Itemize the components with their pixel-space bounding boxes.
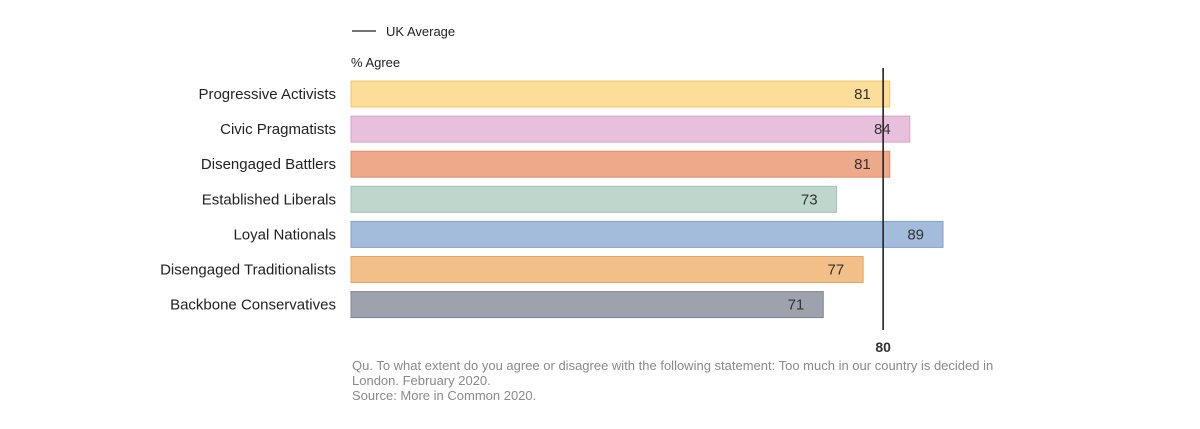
bar-row-disengaged-battlers: Disengaged Battlers 81	[201, 150, 891, 178]
bar-row-progressive-activists: Progressive Activists 81	[198, 80, 891, 108]
bar	[350, 150, 891, 178]
uk-average-value-label: 80	[875, 339, 891, 355]
unit-label: % Agree	[351, 55, 400, 70]
bar-row-established-liberals: Established Liberals 73	[202, 185, 838, 213]
category-label: Loyal Nationals	[233, 226, 336, 243]
bar	[350, 115, 911, 143]
bar	[350, 291, 824, 319]
value-label: 73	[801, 191, 818, 208]
category-label: Backbone Conservatives	[170, 297, 336, 314]
bar-row-backbone-conservatives: Backbone Conservatives 71	[170, 291, 824, 319]
value-label: 81	[854, 156, 871, 173]
reference-line-group: 80	[875, 68, 891, 355]
bars-group: Progressive Activists 81 Civic Pragmatists…	[160, 80, 944, 319]
category-label: Disengaged Battlers	[201, 156, 336, 173]
legend: UK Average	[352, 24, 455, 39]
value-label: 89	[907, 226, 924, 243]
bar	[350, 185, 838, 213]
value-label: 71	[788, 297, 805, 314]
bar-row-disengaged-traditionalists: Disengaged Traditionalists 77	[160, 256, 864, 283]
value-label: 77	[827, 262, 844, 279]
source-note: Source: More in Common 2020.	[352, 388, 537, 403]
bar	[350, 220, 944, 248]
question-note: Qu. To what extent do you agree or disag…	[352, 358, 994, 388]
chart-notes: Qu. To what extent do you agree or disag…	[352, 358, 1032, 403]
bar-row-civic-pragmatists: Civic Pragmatists84	[220, 115, 911, 143]
category-label: Established Liberals	[202, 191, 336, 208]
category-label: Progressive Activists	[198, 86, 336, 103]
bar-row-loyal-nationals: Loyal Nationals 89	[233, 220, 944, 248]
bar	[350, 256, 864, 283]
category-label: Civic Pragmatists	[220, 121, 336, 138]
value-label: 81	[854, 86, 871, 103]
bar	[350, 80, 891, 108]
category-label: Disengaged Traditionalists	[160, 262, 336, 279]
legend-label-uk-average: UK Average	[386, 24, 455, 39]
